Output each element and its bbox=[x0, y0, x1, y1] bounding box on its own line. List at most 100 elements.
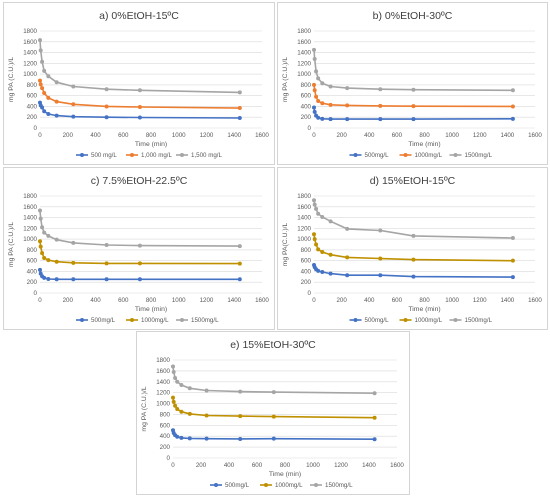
x-tick-label: 600 bbox=[118, 297, 129, 304]
data-point bbox=[510, 88, 515, 93]
chart-panel-b: b) 0%EtOH-30ºC 0 200 400 600 800 1000 1200 1400 1… bbox=[277, 2, 548, 165]
x-tick-label: 200 bbox=[63, 297, 74, 304]
data-point bbox=[316, 268, 321, 273]
x-tick-label: 0 bbox=[38, 297, 42, 304]
legend-marker bbox=[314, 483, 318, 487]
data-point bbox=[312, 88, 317, 93]
x-axis-label: Time (min) bbox=[135, 141, 167, 148]
x-tick-label: 1000 bbox=[172, 132, 186, 139]
legend-label: 1000mg/L bbox=[275, 482, 303, 489]
y-tick-label: 1400 bbox=[23, 215, 37, 222]
chart-title: e) 15%EtOH-30ºC bbox=[230, 339, 316, 351]
legend-marker bbox=[403, 318, 408, 322]
x-tick-label: 1600 bbox=[255, 297, 269, 304]
y-tick-label: 1000 bbox=[297, 71, 311, 78]
x-tick-label: 400 bbox=[90, 297, 101, 304]
x-tick-label: 0 bbox=[171, 462, 175, 469]
x-tick-label: 1600 bbox=[255, 132, 269, 139]
data-point bbox=[510, 258, 515, 263]
y-tick-label: 1000 bbox=[23, 71, 37, 78]
x-tick-label: 800 bbox=[419, 132, 430, 139]
data-point bbox=[175, 434, 180, 439]
data-point bbox=[316, 76, 321, 81]
x-tick-label: 0 bbox=[38, 132, 42, 139]
legend-label: 1000mg/L bbox=[141, 317, 169, 324]
data-point bbox=[171, 395, 175, 400]
data-point bbox=[204, 436, 209, 441]
data-point bbox=[378, 117, 383, 122]
data-point bbox=[271, 436, 276, 441]
x-tick-label: 1000 bbox=[445, 132, 459, 139]
legend-label: 1500mg/L bbox=[191, 317, 219, 324]
chart-title: d) 15%EtOH-15ºC bbox=[370, 175, 456, 187]
y-tick-label: 0 bbox=[308, 290, 312, 297]
chart-panel-a: a) 0%EtOH-15ºC 0 200 400 600 800 1000 1200 1400 1… bbox=[3, 2, 275, 165]
legend-label: 500mg/L bbox=[225, 482, 250, 489]
y-tick-label: 1800 bbox=[23, 193, 37, 200]
legend-marker bbox=[353, 318, 358, 322]
data-point bbox=[175, 379, 180, 384]
data-point bbox=[38, 78, 42, 83]
series-line bbox=[39, 210, 240, 247]
data-point bbox=[238, 389, 243, 394]
x-tick-label: 1400 bbox=[500, 297, 514, 304]
x-tick-label: 1600 bbox=[528, 132, 542, 139]
data-point bbox=[173, 403, 178, 408]
legend-marker bbox=[130, 153, 134, 157]
data-point bbox=[312, 202, 317, 207]
y-axis-label: mg PA (C.U.)/L bbox=[8, 222, 15, 267]
y-tick-label: 800 bbox=[160, 411, 171, 418]
series-line bbox=[313, 49, 513, 92]
data-point bbox=[54, 259, 59, 264]
x-tick-label: 400 bbox=[90, 132, 101, 139]
data-point bbox=[411, 257, 416, 262]
y-tick-label: 1400 bbox=[297, 50, 311, 57]
data-point bbox=[173, 375, 178, 380]
data-point bbox=[42, 275, 47, 280]
data-point bbox=[510, 116, 515, 121]
data-point bbox=[320, 81, 325, 86]
data-point bbox=[42, 68, 47, 73]
data-point bbox=[46, 74, 51, 79]
data-point bbox=[187, 411, 192, 416]
series-line bbox=[313, 234, 513, 262]
data-point bbox=[38, 239, 42, 244]
data-point bbox=[104, 87, 109, 92]
data-point bbox=[38, 48, 43, 53]
chart-svg-c: c) 7.5%EtOH-22.5ºC 0 200 400 600 800 1000 1200 1… bbox=[8, 175, 269, 324]
data-point bbox=[312, 198, 316, 203]
data-point bbox=[46, 258, 51, 263]
legend-marker bbox=[180, 318, 184, 322]
data-point bbox=[54, 237, 59, 242]
data-point bbox=[237, 106, 242, 111]
chart-title: c) 7.5%EtOH-22.5ºC bbox=[91, 175, 188, 187]
y-tick-label: 1800 bbox=[156, 357, 170, 364]
x-tick-label: 800 bbox=[280, 462, 291, 469]
data-point bbox=[237, 116, 242, 121]
chart-svg-a: a) 0%EtOH-15ºC 0 200 400 600 800 1000 1200 1400 1… bbox=[8, 10, 269, 159]
data-point bbox=[372, 437, 377, 442]
chart-panel-c: c) 7.5%EtOH-22.5ºC 0 200 400 600 800 1000 1200 1… bbox=[3, 167, 275, 330]
legend-label: 1,500 mg/L bbox=[191, 152, 223, 159]
x-tick-label: 1400 bbox=[362, 462, 376, 469]
y-tick-label: 800 bbox=[27, 82, 38, 89]
data-point bbox=[71, 240, 76, 245]
legend-marker bbox=[403, 153, 408, 157]
data-point bbox=[71, 84, 76, 89]
x-tick-label: 1000 bbox=[172, 297, 186, 304]
data-point bbox=[137, 115, 142, 120]
chart-panel-e: e) 15%EtOH-30ºC 0 200 400 600 800 1000 1200 1400… bbox=[136, 331, 410, 495]
data-point bbox=[411, 233, 416, 238]
legend-label: 500mg/L bbox=[91, 317, 116, 324]
legend-label: 1500mg/L bbox=[325, 482, 353, 489]
legend-marker bbox=[130, 318, 134, 322]
data-point bbox=[42, 230, 47, 235]
data-point bbox=[46, 276, 51, 281]
data-point bbox=[320, 116, 325, 121]
data-point bbox=[40, 105, 45, 110]
data-point bbox=[312, 105, 316, 110]
data-point bbox=[54, 113, 59, 118]
y-tick-label: 0 bbox=[34, 290, 38, 297]
y-tick-label: 1000 bbox=[23, 236, 37, 243]
legend-marker bbox=[180, 153, 184, 157]
